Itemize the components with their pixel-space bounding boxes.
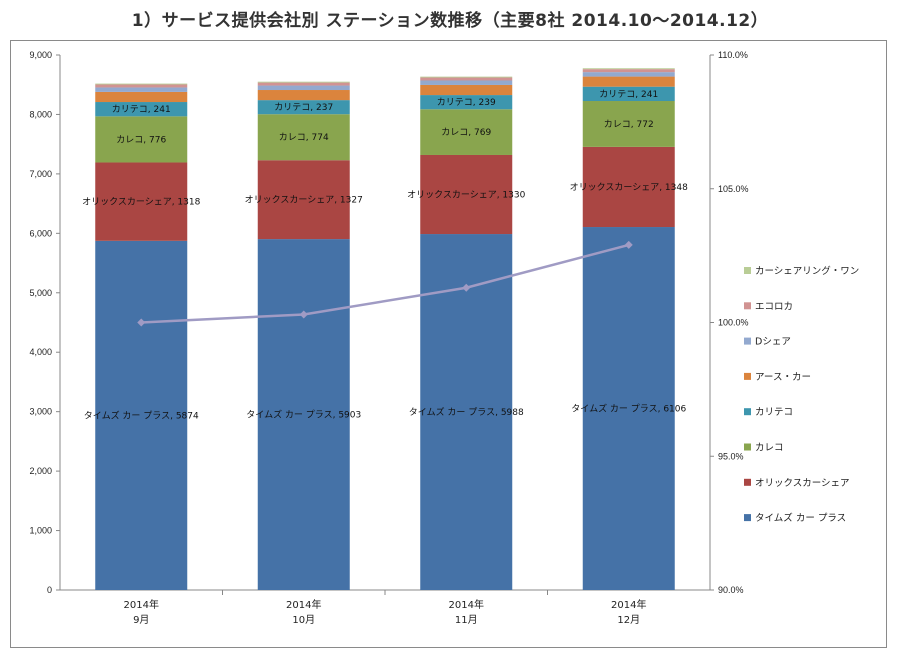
data-label: カレコ, 769 xyxy=(441,127,491,138)
bar-segment xyxy=(420,154,513,235)
bar-segment xyxy=(420,95,513,110)
data-label: カレコ, 776 xyxy=(116,134,166,145)
bar-segment xyxy=(582,86,675,102)
x-tick-label: 2014年 xyxy=(124,598,159,611)
bar-segment xyxy=(582,146,675,228)
bar-segment xyxy=(257,90,350,101)
data-label: オリックスカーシェア, 1318 xyxy=(82,197,200,208)
legend-swatch xyxy=(744,514,751,522)
legend-swatch xyxy=(744,337,751,345)
legend-label: カリテコ xyxy=(755,407,793,418)
y-tick-label: 6,000 xyxy=(29,228,52,238)
growth-line-marker xyxy=(624,240,633,249)
growth-line xyxy=(141,243,630,324)
bar-segment xyxy=(95,240,188,590)
x-tick-label: 11月 xyxy=(455,614,478,626)
data-label: タイムズ カー プラス, 5903 xyxy=(246,409,361,421)
bar-segment xyxy=(420,109,513,155)
bar-segment xyxy=(95,87,188,92)
bar-segment xyxy=(257,85,350,91)
bar-segment xyxy=(420,84,513,96)
growth-line-marker xyxy=(137,318,146,327)
y2-tick-label: 105.0% xyxy=(718,184,749,194)
growth-line-marker xyxy=(299,310,308,319)
bar-segment xyxy=(582,72,675,77)
chart-frame xyxy=(10,40,887,648)
bar-segment xyxy=(95,162,188,241)
bar-segment xyxy=(257,239,350,591)
y-tick-label: 7,000 xyxy=(29,169,52,179)
y-tick-label: 3,000 xyxy=(29,407,52,417)
legend-label: オリックスカーシェア xyxy=(755,478,850,489)
y-tick-label: 9,000 xyxy=(29,50,52,60)
bar-segment xyxy=(95,84,188,88)
data-label: オリックスカーシェア, 1348 xyxy=(570,182,688,193)
y-tick-label: 1,000 xyxy=(29,526,52,536)
bar-segment xyxy=(257,100,350,115)
data-label: タイムズ カー プラス, 6106 xyxy=(571,403,686,415)
data-label: タイムズ カー プラス, 5874 xyxy=(84,409,199,421)
bar-segment xyxy=(257,82,350,86)
x-tick-label: 2014年 xyxy=(286,598,321,611)
bar-segment xyxy=(582,76,675,87)
data-label: カレコ, 772 xyxy=(604,119,654,130)
data-label: カリテコ, 241 xyxy=(112,104,171,115)
legend-label: タイムズ カー プラス xyxy=(755,512,846,524)
legend-swatch xyxy=(744,372,751,380)
x-tick-label: 12月 xyxy=(617,614,640,626)
data-label: タイムズ カー プラス, 5988 xyxy=(409,406,524,418)
bar-segment xyxy=(582,101,675,147)
data-label: カリテコ, 237 xyxy=(274,102,333,113)
legend-swatch xyxy=(744,443,751,451)
bar-segment xyxy=(257,114,350,161)
legend-label: Dシェア xyxy=(755,337,791,348)
y2-tick-label: 100.0% xyxy=(718,318,749,328)
growth-line-marker xyxy=(462,283,471,292)
x-tick-label: 9月 xyxy=(133,614,149,626)
legend-label: カレコ xyxy=(755,443,784,454)
y2-tick-label: 90.0% xyxy=(718,585,744,595)
bar-segment xyxy=(420,80,513,85)
data-label: カリテコ, 241 xyxy=(599,89,658,100)
y-tick-label: 4,000 xyxy=(29,347,52,357)
bar-segment xyxy=(95,83,188,85)
bar-segment xyxy=(420,76,513,78)
data-label: オリックスカーシェア, 1330 xyxy=(407,190,525,201)
legend-label: アース・カー xyxy=(755,372,811,383)
legend-swatch xyxy=(744,478,751,486)
legend-label: カーシェアリング・ワン xyxy=(755,265,859,277)
bar-segment xyxy=(95,116,188,163)
y-tick-label: 8,000 xyxy=(29,109,52,119)
y-tick-label: 2,000 xyxy=(29,466,52,476)
y2-tick-label: 110.0% xyxy=(718,50,748,60)
data-label: カリテコ, 239 xyxy=(437,97,496,108)
legend-swatch xyxy=(744,267,751,274)
bar-segment xyxy=(420,77,513,81)
x-tick-label: 2014年 xyxy=(611,598,646,611)
y-tick-label: 0 xyxy=(47,585,52,595)
x-tick-label: 2014年 xyxy=(449,598,484,611)
legend-swatch xyxy=(744,408,751,416)
bar-segment xyxy=(257,81,350,83)
page-title: 1）サービス提供会社別 ステーション数推移（主要8社 2014.10～2014.… xyxy=(131,11,769,31)
bar-segment xyxy=(95,102,188,117)
bar-segment xyxy=(582,227,675,590)
x-tick-label: 10月 xyxy=(292,614,315,626)
bar-segment xyxy=(257,160,350,240)
bar-segment xyxy=(582,68,675,70)
legend-swatch xyxy=(744,302,751,310)
data-label: カレコ, 774 xyxy=(279,132,329,143)
data-label: オリックスカーシェア, 1327 xyxy=(245,195,363,206)
y2-tick-label: 95.0% xyxy=(718,451,744,461)
y-tick-label: 5,000 xyxy=(29,288,52,298)
bar-segment xyxy=(95,91,188,103)
bar-segment xyxy=(582,69,675,73)
legend-label: エコロカ xyxy=(755,301,793,312)
